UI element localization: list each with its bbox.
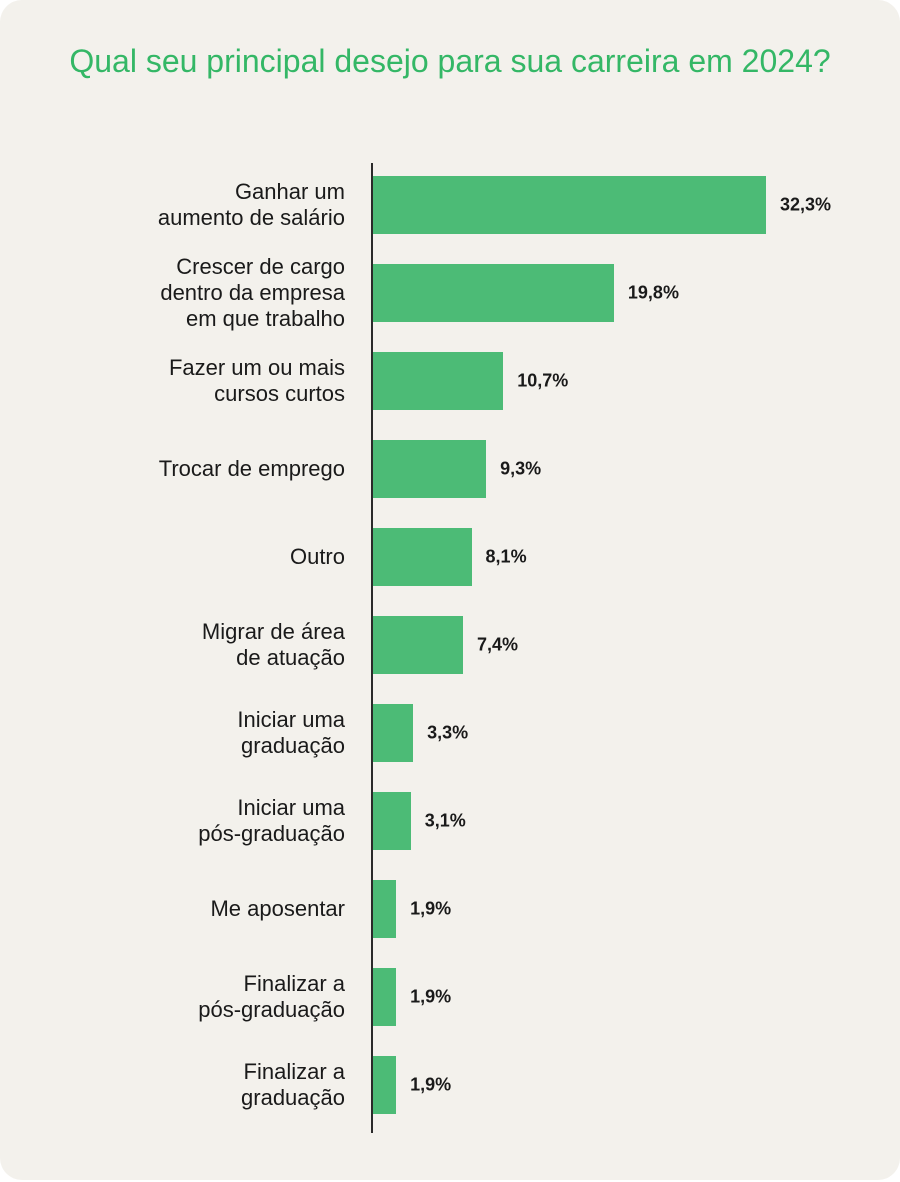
bar-row: Finalizar a pós-graduação 1,9% bbox=[0, 968, 900, 1026]
chart-title: Qual seu principal desejo para sua carre… bbox=[69, 43, 831, 79]
bar bbox=[373, 704, 414, 762]
category-label: Crescer de cargo dentro da empresa em qu… bbox=[160, 254, 345, 331]
category-label: Outro bbox=[289, 544, 345, 569]
bar-row: Migrar de área de atuação 7,4% bbox=[0, 616, 900, 674]
bar-row: Iniciar uma graduação 3,3% bbox=[0, 704, 900, 762]
category-label: Me aposentar bbox=[210, 896, 345, 921]
bar bbox=[373, 528, 472, 586]
category-label: Migrar de área de atuação bbox=[201, 619, 345, 670]
value-label: 32,3% bbox=[780, 194, 832, 215]
bar bbox=[373, 176, 766, 234]
category-label: Iniciar uma pós-graduação bbox=[198, 795, 345, 846]
bar bbox=[373, 440, 487, 498]
value-label: 3,1% bbox=[424, 810, 466, 831]
bar bbox=[373, 968, 397, 1026]
bar bbox=[373, 1056, 397, 1114]
value-label: 1,9% bbox=[410, 898, 452, 919]
value-label: 10,7% bbox=[517, 370, 569, 391]
bar bbox=[373, 352, 504, 410]
value-label: 19,8% bbox=[627, 282, 679, 303]
bar-row: Fazer um ou mais cursos curtos 10,7% bbox=[0, 352, 900, 410]
bar-row: Finalizar a graduação 1,9% bbox=[0, 1056, 900, 1114]
category-label: Fazer um ou mais cursos curtos bbox=[168, 355, 345, 406]
value-label: 9,3% bbox=[500, 458, 542, 479]
category-label: Trocar de emprego bbox=[158, 456, 345, 481]
category-label: Iniciar uma graduação bbox=[237, 707, 345, 758]
bar-row: Iniciar uma pós-graduação 3,1% bbox=[0, 792, 900, 850]
category-label: Finalizar a graduação bbox=[241, 1059, 345, 1110]
value-label: 1,9% bbox=[410, 1074, 452, 1095]
value-label: 7,4% bbox=[477, 634, 519, 655]
bar-row: Trocar de emprego 9,3% bbox=[0, 440, 900, 498]
y-axis-line bbox=[371, 163, 373, 1133]
value-label: 3,3% bbox=[427, 722, 469, 743]
bar bbox=[373, 792, 411, 850]
bar bbox=[373, 616, 464, 674]
bar-row: Me aposentar 1,9% bbox=[0, 880, 900, 938]
bar-row: Crescer de cargo dentro da empresa em qu… bbox=[0, 254, 900, 331]
bar-row: Ganhar um aumento de salário 32,3% bbox=[0, 176, 900, 234]
category-label: Ganhar um aumento de salário bbox=[157, 179, 345, 230]
bar-row: Outro 8,1% bbox=[0, 528, 900, 586]
value-label: 1,9% bbox=[410, 986, 452, 1007]
category-label: Finalizar a pós-graduação bbox=[198, 971, 345, 1022]
value-label: 8,1% bbox=[485, 546, 527, 567]
bar bbox=[373, 264, 614, 322]
bar bbox=[373, 880, 397, 938]
